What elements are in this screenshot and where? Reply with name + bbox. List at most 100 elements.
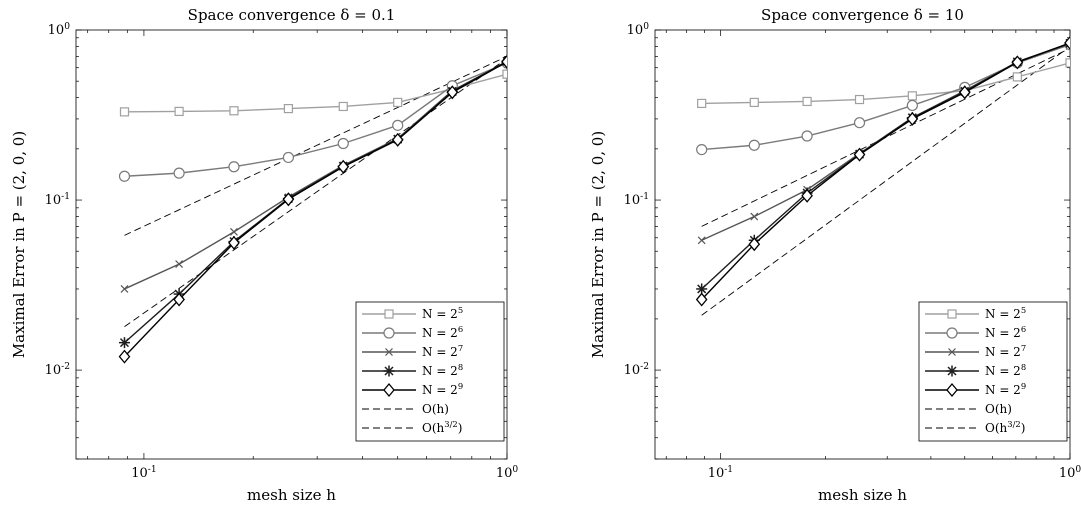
data-point-asterisk	[118, 337, 130, 349]
chart-title: Space convergence δ = 0.1	[188, 6, 396, 24]
legend-item: N = 29	[362, 381, 463, 398]
data-point-square	[393, 97, 403, 108]
axes-box	[75, 29, 508, 460]
data-point-square	[697, 98, 707, 109]
legend-label: N = 27	[422, 343, 463, 359]
data-point-diamond	[853, 147, 866, 162]
legend-label: O(h3/2)	[422, 419, 462, 435]
data-point-x	[120, 285, 129, 293]
data-point-diamond	[446, 85, 459, 100]
data-point-square	[174, 106, 184, 117]
minor-ticks	[76, 29, 508, 460]
series-line	[701, 46, 1070, 316]
legend-item: N = 27	[362, 343, 463, 359]
minor-ticks	[655, 29, 1071, 460]
data-point-square	[338, 101, 348, 112]
series-path	[701, 46, 1070, 316]
series-line	[118, 57, 507, 182]
data-point-diamond	[695, 292, 708, 307]
data-point-square	[229, 106, 239, 116]
data-point-circle	[906, 99, 918, 112]
data-point-diamond	[1011, 55, 1024, 70]
data-point-diamond	[228, 235, 240, 250]
x-axis-label: mesh size h	[247, 486, 336, 504]
series-path	[701, 62, 1070, 105]
y-axis-label: Maximal Error in P = (2, 0, 0)	[589, 131, 607, 358]
chart-panel-2: 10-2 10-1 100 10-1 100 Space convergence δ = …	[589, 6, 1081, 504]
legend-label: O(h)	[985, 402, 1012, 416]
y-tick-label: 10-2	[45, 362, 70, 378]
data-point-circle	[748, 139, 760, 151]
data-point-asterisk	[383, 365, 395, 377]
y-tick-label: 10-2	[624, 362, 649, 378]
legend-label: O(h3/2)	[985, 419, 1025, 435]
series-line	[124, 55, 507, 236]
data-point-square	[907, 91, 917, 101]
data-point-diamond	[1064, 35, 1070, 50]
series-path	[124, 58, 507, 328]
x-tick-label: 10-1	[708, 465, 733, 481]
legend-item: N = 27	[925, 343, 1026, 359]
data-point-square	[749, 97, 759, 108]
data-point-square	[1012, 72, 1022, 82]
legend-item: N = 25	[362, 305, 463, 321]
legend-item: O(h)	[362, 402, 449, 416]
data-point-circle	[853, 117, 866, 129]
chart-title: Space convergence δ = 10	[761, 6, 964, 24]
axes-box	[654, 29, 1071, 460]
plot-area	[695, 35, 1070, 316]
data-point-x	[175, 260, 184, 269]
data-point-circle	[392, 119, 404, 131]
data-point-x	[750, 212, 759, 221]
series-line	[695, 35, 1070, 307]
data-point-circle	[801, 130, 813, 142]
x-tick-label: 10-1	[131, 465, 156, 481]
data-point-circle	[173, 167, 185, 179]
legend-item: O(h3/2)	[925, 419, 1025, 435]
legend: N = 25 N = 26 N = 27 N = 28 N = 29 O(h) O(h3/2…	[355, 301, 505, 442]
legend-label: N = 29	[422, 381, 463, 397]
legend-label: N = 26	[422, 324, 463, 340]
legend-label: N = 29	[985, 381, 1026, 397]
series-path	[701, 42, 1070, 301]
data-point-circle	[696, 143, 708, 156]
data-point-diamond	[173, 292, 185, 307]
legend-label: N = 26	[985, 324, 1026, 340]
data-point-square	[283, 103, 294, 114]
plot-area	[118, 54, 507, 364]
data-point-circle	[946, 327, 958, 339]
data-point-x	[697, 236, 706, 245]
legend: N = 25 N = 26 N = 27 N = 28 N = 29 O(h) O(h3/2…	[918, 301, 1068, 442]
legend-label: O(h)	[422, 402, 449, 416]
data-point-square	[119, 107, 130, 117]
series-path	[124, 73, 507, 113]
y-axis-label: Maximal Error in P = (2, 0, 0)	[10, 131, 28, 358]
data-point-circle	[118, 170, 131, 182]
series-line	[124, 58, 507, 328]
series-line	[697, 58, 1070, 109]
data-point-diamond	[946, 382, 958, 398]
data-point-diamond	[118, 349, 131, 364]
data-point-x	[230, 227, 238, 236]
x-tick-label: 100	[496, 465, 519, 481]
legend-label: N = 28	[422, 362, 463, 378]
data-point-x	[385, 348, 393, 356]
series-line	[118, 54, 507, 364]
data-point-circle	[337, 137, 349, 150]
legend-label: N = 25	[422, 305, 463, 321]
legend-item: N = 28	[925, 362, 1026, 378]
legend-item: O(h3/2)	[362, 419, 462, 435]
data-point-diamond	[801, 188, 813, 203]
data-point-circle	[228, 161, 240, 173]
data-point-square	[854, 94, 865, 105]
legend-item: N = 29	[925, 381, 1026, 398]
y-tick-label: 10-1	[624, 192, 649, 208]
data-point-x	[948, 348, 956, 356]
data-point-square	[1065, 58, 1070, 68]
series-path	[123, 61, 507, 358]
data-point-circle	[282, 151, 295, 164]
y-tick-label: 100	[48, 22, 71, 38]
data-point-asterisk	[946, 365, 958, 377]
legend-label: N = 28	[985, 362, 1026, 378]
